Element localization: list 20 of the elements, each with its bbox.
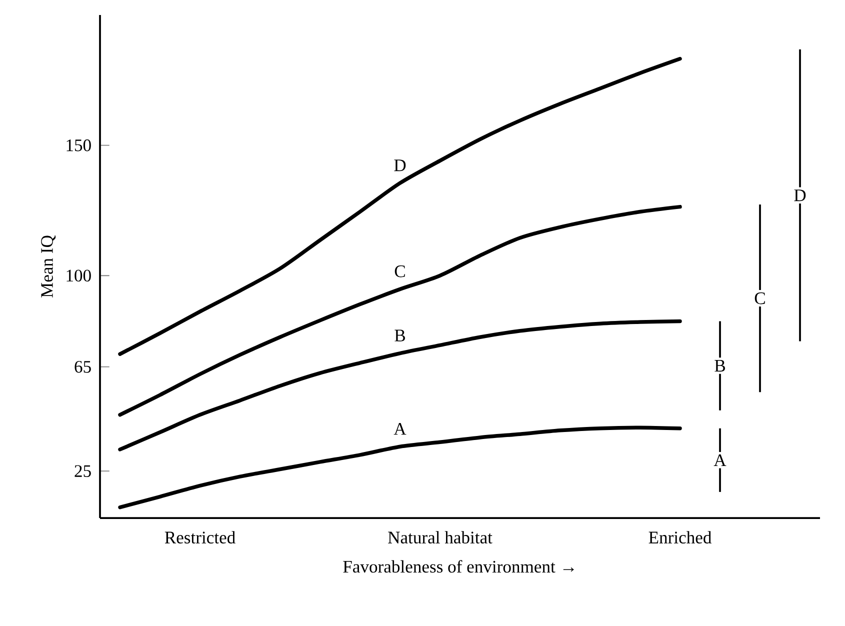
- x-tick-label: Enriched: [648, 531, 712, 544]
- line-series: [118, 56, 682, 356]
- x-tick-label: Restricted: [164, 531, 236, 544]
- series-label: D: [794, 190, 806, 202]
- x-tick-label: Natural habitat: [388, 531, 492, 544]
- y-tick-label: 25: [74, 465, 91, 477]
- series-label: A: [394, 423, 406, 435]
- y-tick-label: 65: [74, 360, 91, 373]
- y-tick-label: 100: [66, 270, 91, 282]
- x-axis-title: Favorableness of environment →: [343, 560, 574, 573]
- line-series: [118, 204, 682, 417]
- y-axis-title: Mean IQ: [41, 235, 56, 298]
- series-label: B: [714, 360, 726, 372]
- series-label: B: [394, 330, 406, 342]
- series-label: D: [394, 160, 406, 172]
- series-label: C: [394, 265, 405, 278]
- series-label: A: [714, 454, 726, 466]
- y-tick-label: 150: [66, 139, 91, 152]
- series-label: C: [754, 292, 765, 304]
- line-series: [118, 319, 682, 452]
